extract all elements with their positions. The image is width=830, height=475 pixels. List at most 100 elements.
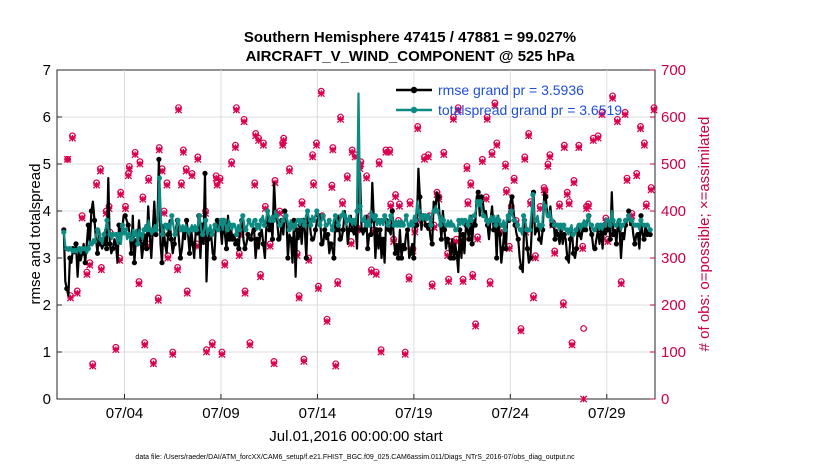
obs-assimilated-marker: [526, 200, 535, 208]
obs-assimilated-marker: [158, 167, 166, 175]
rmse-point: [254, 236, 260, 242]
totalspread-point: [533, 217, 539, 223]
obs-assimilated-marker: [560, 143, 568, 152]
obs-assimilated-marker: [640, 141, 649, 149]
rmse-point: [144, 246, 150, 252]
rmse-point: [417, 194, 423, 200]
rmse-point: [515, 236, 521, 242]
rmse-point: [509, 194, 515, 200]
obs-assimilated-marker: [524, 132, 533, 140]
obs-assimilated-marker: [544, 162, 552, 171]
obs-assimilated-marker: [650, 106, 658, 114]
totalspread-point: [138, 231, 144, 238]
obs-assimilated-marker: [208, 341, 216, 349]
totalspread-point: [493, 222, 499, 228]
totalspread-point: [351, 217, 357, 223]
rmse-point: [322, 227, 328, 233]
obs-assimilated-marker: [395, 202, 404, 210]
obs-assimilated-marker: [401, 350, 409, 359]
totalspread-point: [317, 222, 323, 228]
totalspread-point: [320, 213, 326, 219]
rmse-point: [392, 250, 398, 256]
totalspread-point: [477, 199, 483, 205]
obs-assimilated-marker: [621, 110, 629, 119]
obs-assimilated-marker: [382, 148, 390, 156]
obs-assimilated-marker: [483, 115, 491, 124]
obs-assimilated-marker: [478, 157, 487, 166]
totalspread-point: [616, 217, 622, 223]
totalspread-point: [280, 217, 286, 223]
rmse-point: [577, 231, 583, 238]
rmse-point: [340, 227, 346, 233]
rmse-point: [125, 222, 131, 228]
rmse-point: [592, 246, 598, 252]
rmse-point: [527, 255, 534, 261]
totalspread-point: [156, 175, 162, 181]
obs-assimilated-marker: [235, 251, 243, 260]
totalspread-point: [453, 227, 459, 233]
obs-assimilated-marker: [486, 280, 494, 288]
obs-assimilated-marker: [420, 155, 429, 163]
obs-assimilated-marker: [510, 176, 518, 185]
totalspread-point: [305, 208, 311, 214]
rmse-point: [156, 156, 162, 162]
rmse-point: [334, 227, 340, 233]
totalspread-point: [274, 213, 280, 219]
rmse-point: [223, 246, 230, 252]
rmse-point: [537, 236, 543, 242]
obs-assimilated-marker: [443, 251, 452, 260]
obs-assimilated-marker: [584, 202, 593, 210]
totalspread-point: [440, 217, 446, 223]
obs-assimilated-marker: [375, 160, 383, 168]
rmse-point: [613, 241, 620, 247]
rmse-point: [405, 227, 411, 233]
obs-assimilated-marker: [473, 235, 482, 243]
y-tick-label-right: 700: [661, 62, 686, 79]
rmse-point: [177, 255, 183, 261]
totalspread-point: [360, 217, 366, 223]
obs-assimilated-marker: [261, 204, 269, 213]
obs-assimilated-marker: [491, 101, 499, 109]
rmse-point: [309, 236, 315, 242]
obs-assimilated-marker: [414, 125, 422, 133]
rmse-point: [242, 246, 248, 252]
obs-assimilated-marker: [212, 174, 220, 182]
totalspread-point: [224, 227, 230, 233]
rmse-point: [91, 217, 98, 223]
totalspread-point: [413, 217, 419, 223]
obs-assimilated-marker: [387, 202, 395, 210]
x-tick-label: 07/09: [202, 405, 240, 422]
totalspread-point: [101, 231, 107, 238]
obs-assimilated-marker: [497, 228, 506, 236]
totalspread-point: [85, 246, 91, 252]
totalspread-point: [403, 213, 409, 219]
totalspread-point: [601, 222, 607, 228]
obs-assimilated-marker: [555, 202, 564, 210]
y-tick-label-right: 500: [661, 156, 686, 173]
y-tick-label-right: 0: [661, 391, 669, 408]
obs-assimilated-marker: [440, 150, 448, 159]
obs-assimilated-marker: [529, 294, 538, 302]
rmse-point: [248, 236, 254, 242]
totalspread-point: [366, 222, 372, 228]
rmse-point: [184, 217, 190, 223]
obs-assimilated-marker: [424, 153, 432, 161]
y-tick-label-left: 1: [43, 344, 51, 361]
rmse-point: [543, 194, 549, 200]
obs-assimilated-marker: [565, 200, 573, 208]
totalspread-point: [252, 217, 258, 223]
obs-assimilated-marker: [469, 273, 477, 281]
rmse-point: [460, 231, 466, 238]
obs-assimilated-marker: [309, 181, 318, 189]
rmse-point: [408, 250, 414, 256]
rmse-point: [573, 246, 580, 252]
obs-assimilated-marker: [308, 153, 317, 161]
obs-assimilated-marker: [213, 181, 221, 189]
rmse-point: [567, 236, 573, 242]
obs-assimilated-marker: [594, 134, 602, 142]
totalspread-point: [548, 217, 555, 223]
rmse-point: [411, 255, 417, 261]
obs-assimilated-marker: [314, 284, 323, 293]
